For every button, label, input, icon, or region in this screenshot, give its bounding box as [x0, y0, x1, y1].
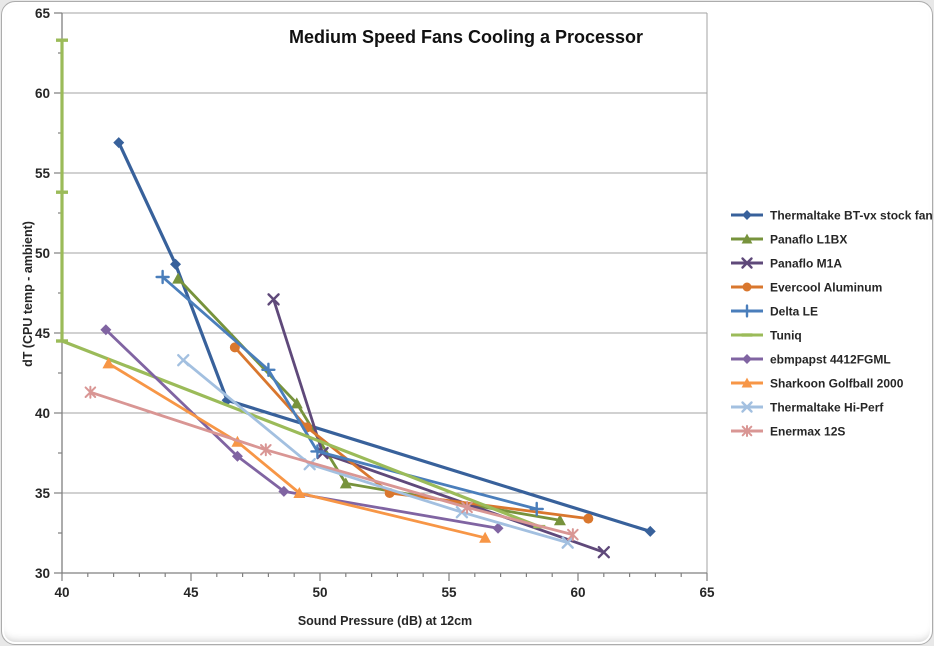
series-line	[107, 361, 487, 540]
marker-diamond	[100, 324, 112, 336]
legend-label: Delta LE	[770, 305, 818, 319]
series-layer	[56, 38, 656, 559]
marker-x	[177, 354, 190, 367]
marker-triangle	[553, 514, 566, 526]
marker-diamond	[113, 137, 125, 149]
marker-diamond	[492, 522, 504, 534]
y-axis-title: dT (CPU temp - ambient)	[21, 221, 35, 367]
y-tick-label: 35	[35, 486, 51, 501]
y-tick-label: 60	[35, 86, 50, 101]
marker-star	[84, 385, 97, 399]
series-5	[155, 269, 544, 517]
marker-x	[597, 546, 610, 559]
marker-circle	[583, 513, 594, 524]
y-tick-label: 65	[35, 6, 51, 21]
legend-item: Panaflo L1BX	[731, 233, 847, 247]
series-6	[56, 38, 546, 529]
y-tick-label: 50	[35, 246, 50, 261]
y-tick-label: 40	[35, 406, 50, 421]
marker-plus	[529, 501, 544, 517]
marker-x	[561, 536, 574, 549]
x-axis-title: Sound Pressure (dB) at 12cm	[298, 614, 472, 628]
marker-plus	[155, 269, 170, 285]
legend-label: Tuniq	[770, 329, 802, 343]
marker-circle	[742, 282, 752, 292]
legend-item: Tuniq	[731, 329, 802, 343]
series-10	[84, 385, 579, 542]
legend-label: Sharkoon Golfball 2000	[770, 377, 904, 391]
marker-diamond	[742, 354, 752, 364]
legend-item: Thermaltake BT-vx stock fan	[731, 209, 932, 223]
series-line	[117, 141, 652, 534]
legend-label: Thermaltake Hi-Perf	[770, 401, 884, 415]
series-line	[104, 328, 500, 530]
legend-label: Evercool Aluminum	[770, 281, 882, 295]
legend-label: Panaflo M1A	[770, 257, 842, 271]
marker-star	[461, 500, 473, 514]
marker-triangle	[102, 357, 115, 369]
x-tick-label: 60	[570, 585, 585, 600]
legend: Thermaltake BT-vx stock fan Panaflo L1BX P…	[731, 209, 932, 439]
x-tick-label: 50	[312, 585, 327, 600]
marker-triangle	[741, 233, 753, 244]
marker-triangle	[172, 272, 185, 284]
series-line	[89, 390, 575, 536]
marker-diamond	[742, 210, 752, 220]
marker-circle	[229, 342, 240, 353]
marker-star	[741, 425, 753, 437]
series-line	[60, 38, 541, 529]
legend-item: Enermax 12S	[731, 425, 845, 439]
marker-plus	[310, 444, 325, 459]
legend-label: ebmpapst 4412FGML	[770, 353, 891, 367]
marker-triangle	[741, 377, 753, 388]
legend-item: Sharkoon Golfball 2000	[731, 377, 904, 391]
marker-x	[741, 257, 753, 269]
marker-triangle	[293, 487, 306, 498]
marker-triangle	[290, 397, 303, 409]
legend-label: Thermaltake BT-vx stock fan	[770, 209, 932, 223]
series-1	[113, 137, 656, 537]
series-line	[181, 358, 570, 544]
legend-item: ebmpapst 4412FGML	[731, 353, 891, 367]
y-tick-label: 45	[35, 326, 51, 341]
legend-item: Evercool Aluminum	[731, 281, 882, 295]
x-tick-label: 45	[183, 585, 199, 600]
x-tick-label: 65	[699, 585, 715, 600]
marker-x	[741, 401, 753, 413]
marker-diamond	[231, 450, 243, 462]
marker-star	[567, 528, 579, 542]
legend-label: Enermax 12S	[770, 425, 845, 439]
marker-star	[260, 443, 272, 457]
x-tick-label: 55	[441, 585, 457, 600]
marker-plus	[261, 362, 276, 377]
series-7	[100, 324, 504, 534]
chart-title: Medium Speed Fans Cooling a Processor	[289, 27, 643, 47]
marker-triangle	[339, 477, 352, 489]
x-tick-label: 40	[54, 585, 69, 600]
y-tick-label: 30	[35, 566, 50, 581]
series-line	[161, 275, 539, 511]
series-8	[102, 357, 492, 543]
marker-x	[267, 293, 280, 306]
legend-item: Thermaltake Hi-Perf	[731, 401, 884, 415]
marker-triangle	[479, 531, 492, 543]
legend-item: Delta LE	[731, 304, 818, 319]
marker-plus	[740, 304, 754, 318]
marker-diamond	[278, 485, 290, 497]
legend-label: Panaflo L1BX	[770, 233, 847, 247]
y-tick-label: 55	[35, 166, 51, 181]
marker-diamond	[644, 525, 656, 537]
legend-item: Panaflo M1A	[731, 257, 842, 271]
marker-diamond	[170, 258, 182, 270]
